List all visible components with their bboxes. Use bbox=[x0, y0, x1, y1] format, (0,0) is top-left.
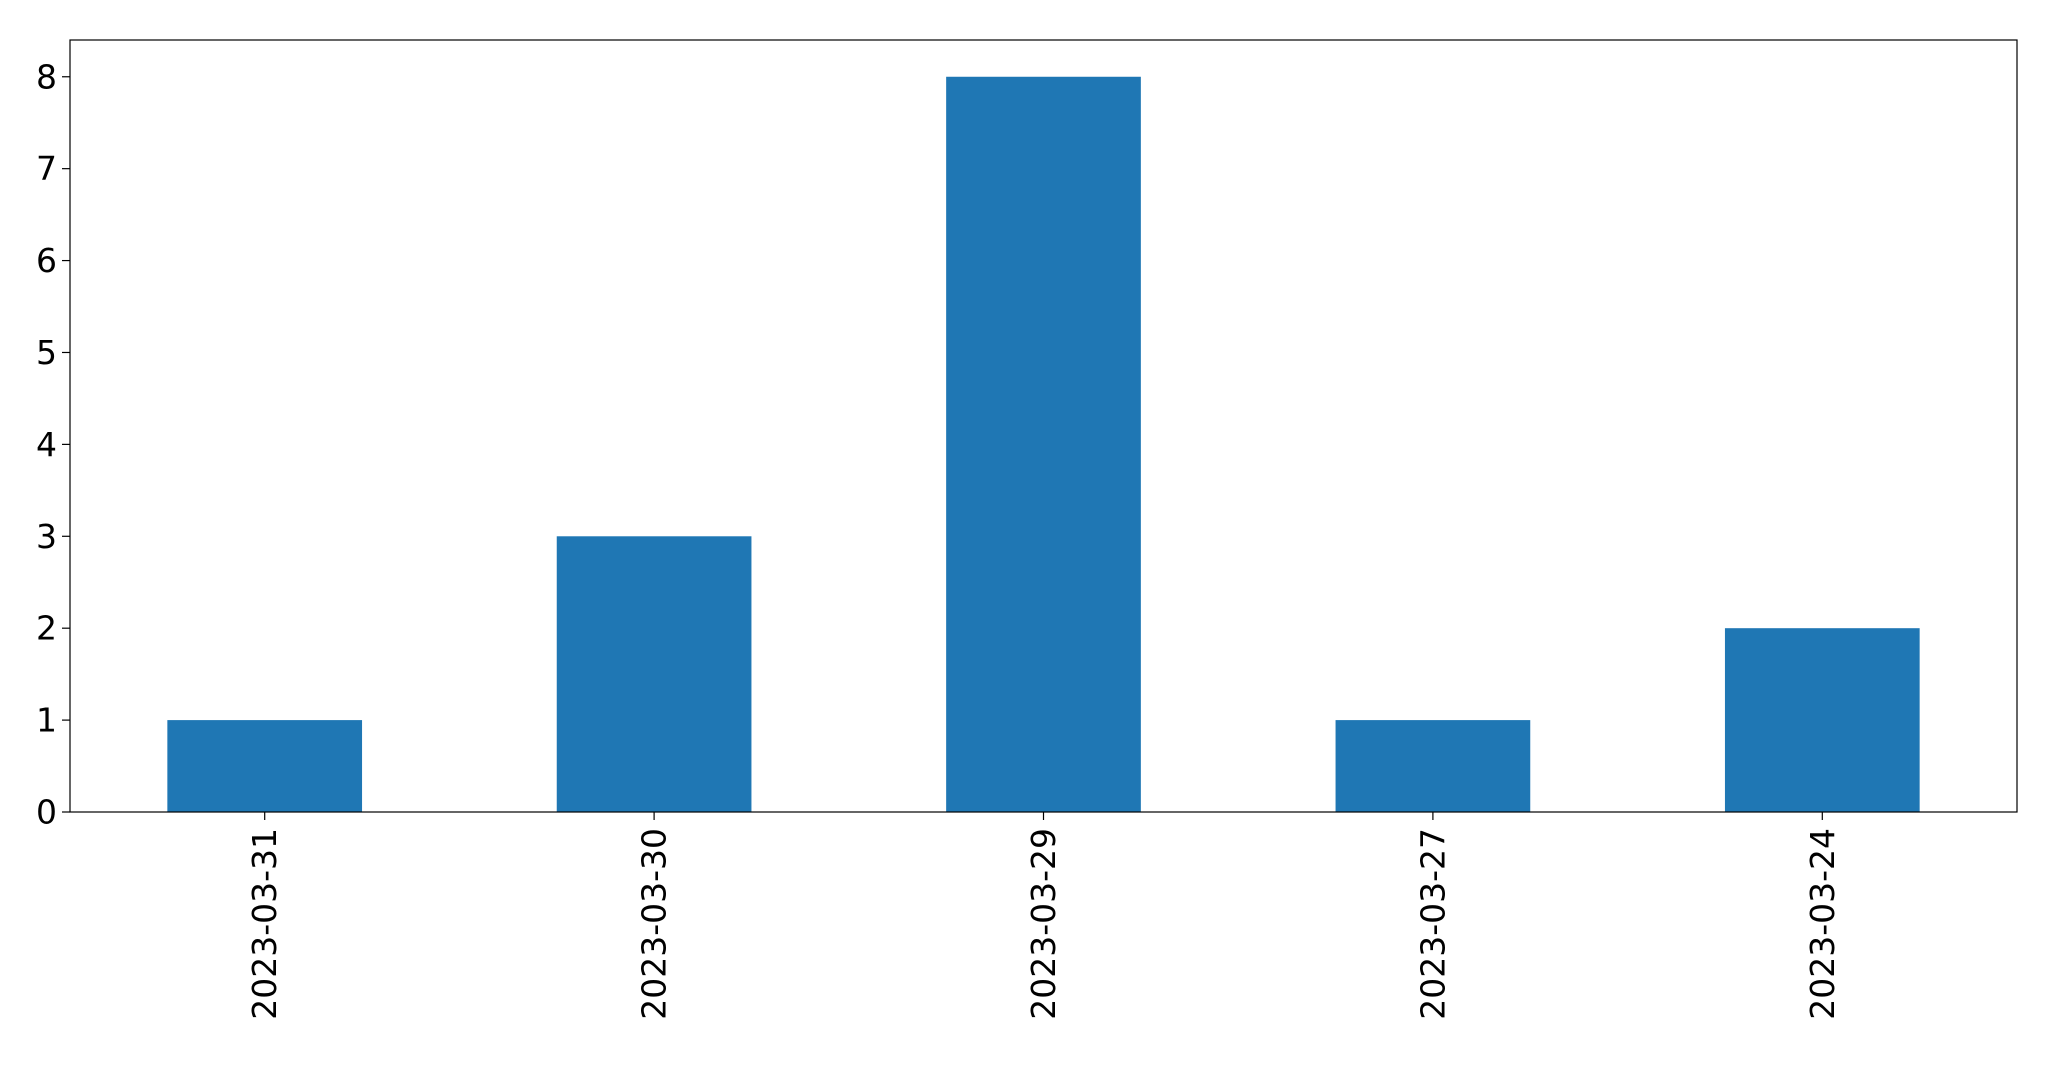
y-tick-label: 6 bbox=[36, 241, 57, 280]
x-axis: 2023-03-31 2023-03-30 2023-03-29 2023-03-27… bbox=[245, 812, 1842, 1020]
bars-group bbox=[167, 76, 1920, 812]
x-tick-label: 2023-03-30 bbox=[635, 828, 674, 1020]
y-axis: 0 1 2 3 4 5 6 7 8 bbox=[36, 57, 70, 832]
y-tick-label: 4 bbox=[36, 425, 57, 464]
x-tick-label: 2023-03-29 bbox=[1024, 828, 1063, 1020]
bar-2023-03-30 bbox=[556, 536, 752, 812]
plot-frame bbox=[69, 39, 2018, 813]
bar-2023-03-24 bbox=[1724, 628, 1920, 812]
x-tick-label: 2023-03-24 bbox=[1803, 828, 1842, 1020]
y-tick-label: 0 bbox=[36, 793, 57, 832]
y-tick-label: 7 bbox=[36, 149, 57, 188]
x-tick-label: 2023-03-27 bbox=[1413, 828, 1452, 1020]
y-tick-label: 5 bbox=[36, 333, 57, 372]
y-tick-label: 2 bbox=[36, 609, 57, 648]
bar-2023-03-29 bbox=[946, 76, 1141, 812]
y-tick-label: 8 bbox=[36, 57, 57, 96]
y-tick-label: 1 bbox=[36, 701, 57, 740]
x-tick-label: 2023-03-31 bbox=[245, 828, 284, 1020]
bar-2023-03-27 bbox=[1335, 720, 1531, 812]
bar-2023-03-31 bbox=[167, 720, 363, 812]
y-tick-label: 3 bbox=[36, 517, 57, 556]
